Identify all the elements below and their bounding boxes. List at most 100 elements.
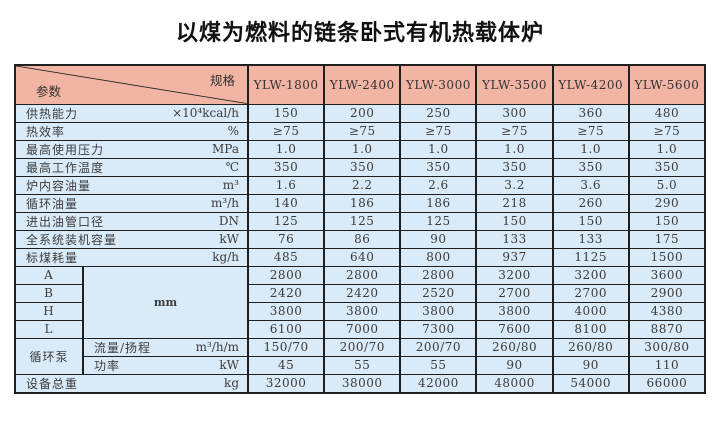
param-cell: 功率 kW (82, 355, 249, 375)
value-cell: 2800 (399, 265, 478, 285)
table-row: 进出油管口径 DN 125 125 125 150 150 150 (14, 211, 707, 231)
param-unit: ×10⁴kcal/h (172, 106, 239, 120)
value-cell: 66000 (627, 373, 707, 393)
param-unit: % (227, 124, 239, 138)
dimension-unit-cell: mm (82, 265, 249, 339)
value-cell: 45 (246, 355, 326, 375)
value-cell: 350 (551, 157, 630, 177)
param-label: 热效率 (26, 124, 66, 139)
param-unit: MPa (212, 142, 239, 156)
value-cell: 76 (246, 229, 326, 249)
param-label: 设备总重 (26, 376, 79, 391)
param-cell: 设备总重 kg (14, 373, 249, 393)
param-unit: kg/h (212, 250, 239, 264)
table-row: 最高使用压力 MPa 1.0 1.0 1.0 1.0 1.0 1.0 (14, 139, 707, 159)
dimension-label: B (14, 283, 84, 303)
value-cell: 3.6 (551, 175, 630, 195)
value-cell: 4380 (627, 301, 707, 321)
value-cell: 260/80 (551, 337, 630, 357)
value-cell: 2800 (246, 265, 326, 285)
param-unit: kW (219, 358, 239, 372)
table-row: 供热能力 ×10⁴kcal/h 150 200 250 300 360 480 (14, 103, 707, 123)
value-cell: 350 (323, 157, 402, 177)
value-cell: 2700 (551, 283, 630, 303)
value-cell: 200/70 (399, 337, 478, 357)
value-cell: 260/80 (475, 337, 554, 357)
param-cell: 循环油量 m³/h (14, 193, 249, 213)
dimension-label: H (14, 301, 84, 321)
corner-param-label: 参数 (36, 83, 62, 99)
value-cell: 3800 (399, 301, 478, 321)
value-cell: 3800 (246, 301, 326, 321)
value-cell: 2700 (475, 283, 554, 303)
value-cell: ≥75 (627, 121, 707, 141)
value-cell: 1500 (627, 247, 707, 267)
value-cell: 150 (246, 103, 326, 123)
value-cell: 125 (246, 211, 326, 231)
value-cell: 8870 (627, 319, 707, 339)
value-cell: 90 (399, 229, 478, 249)
value-cell: 8100 (551, 319, 630, 339)
param-cell: 最高工作温度 ℃ (14, 157, 249, 177)
pump-group-label: 循环泵 (14, 337, 84, 375)
param-label: 循环油量 (26, 196, 79, 211)
value-cell: 55 (323, 355, 402, 375)
value-cell: ≥75 (323, 121, 402, 141)
param-unit: ℃ (225, 160, 239, 174)
table-row: H 3800 3800 3800 3800 4000 4380 (14, 301, 707, 321)
table-body: 供热能力 ×10⁴kcal/h 150 200 250 300 360 480 热效率% ≥75 ≥… (14, 103, 707, 393)
value-cell: 218 (475, 193, 554, 213)
value-cell: 2520 (399, 283, 478, 303)
value-cell: 32000 (246, 373, 326, 393)
param-unit: kW (219, 232, 239, 246)
param-unit: m³ (222, 178, 239, 192)
value-cell: 1.0 (551, 139, 630, 159)
value-cell: 937 (475, 247, 554, 267)
value-cell: 2900 (627, 283, 707, 303)
dimension-label: A (14, 265, 84, 285)
value-cell: 7600 (475, 319, 554, 339)
column-header: YLW-5600 (627, 64, 707, 105)
column-header: YLW-2400 (323, 64, 402, 105)
value-cell: 4000 (551, 301, 630, 321)
param-label: 进出油管口径 (26, 214, 105, 229)
param-unit: kg (224, 376, 239, 390)
value-cell: 2.6 (399, 175, 478, 195)
value-cell: 3200 (475, 265, 554, 285)
dimension-label: L (14, 319, 84, 339)
value-cell: 150 (475, 211, 554, 231)
column-header: YLW-3500 (475, 64, 554, 105)
value-cell: 150 (551, 211, 630, 231)
value-cell: 3.2 (475, 175, 554, 195)
value-cell: 1.0 (399, 139, 478, 159)
value-cell: 2420 (323, 283, 402, 303)
value-cell: 133 (551, 229, 630, 249)
value-cell: 2420 (246, 283, 326, 303)
value-cell: 175 (627, 229, 707, 249)
param-cell: 供热能力 ×10⁴kcal/h (14, 103, 249, 123)
value-cell: 54000 (551, 373, 630, 393)
value-cell: 125 (399, 211, 478, 231)
corner-spec-label: 规格 (209, 73, 235, 88)
value-cell: 480 (627, 103, 707, 123)
param-unit: m³/h/m (195, 340, 239, 354)
spec-table-container: 规格 参数 YLW-1800 YLW-2400 YLW-3000 YLW-3500 YL… (14, 64, 707, 394)
column-header: YLW-3000 (399, 64, 478, 105)
value-cell: 250 (399, 103, 478, 123)
value-cell: 150/70 (246, 337, 326, 357)
table-row: 最高工作温度 ℃ 350 350 350 350 350 350 (14, 157, 707, 177)
page-title: 以煤为燃料的链条卧式有机热载体炉 (175, 21, 544, 46)
value-cell: 86 (323, 229, 402, 249)
value-cell: 640 (323, 247, 402, 267)
param-label: 供热能力 (26, 106, 79, 121)
param-label: 最高使用压力 (26, 142, 105, 157)
param-cell: 热效率% (14, 121, 249, 141)
table-row: 循环油量 m³/h 140 186 186 218 260 290 (14, 193, 707, 213)
value-cell: 3800 (475, 301, 554, 321)
value-cell: 90 (475, 355, 554, 375)
value-cell: 1.0 (627, 139, 707, 159)
value-cell: 300/80 (627, 337, 707, 357)
table-row: B 2420 2420 2520 2700 2700 2900 (14, 283, 707, 303)
